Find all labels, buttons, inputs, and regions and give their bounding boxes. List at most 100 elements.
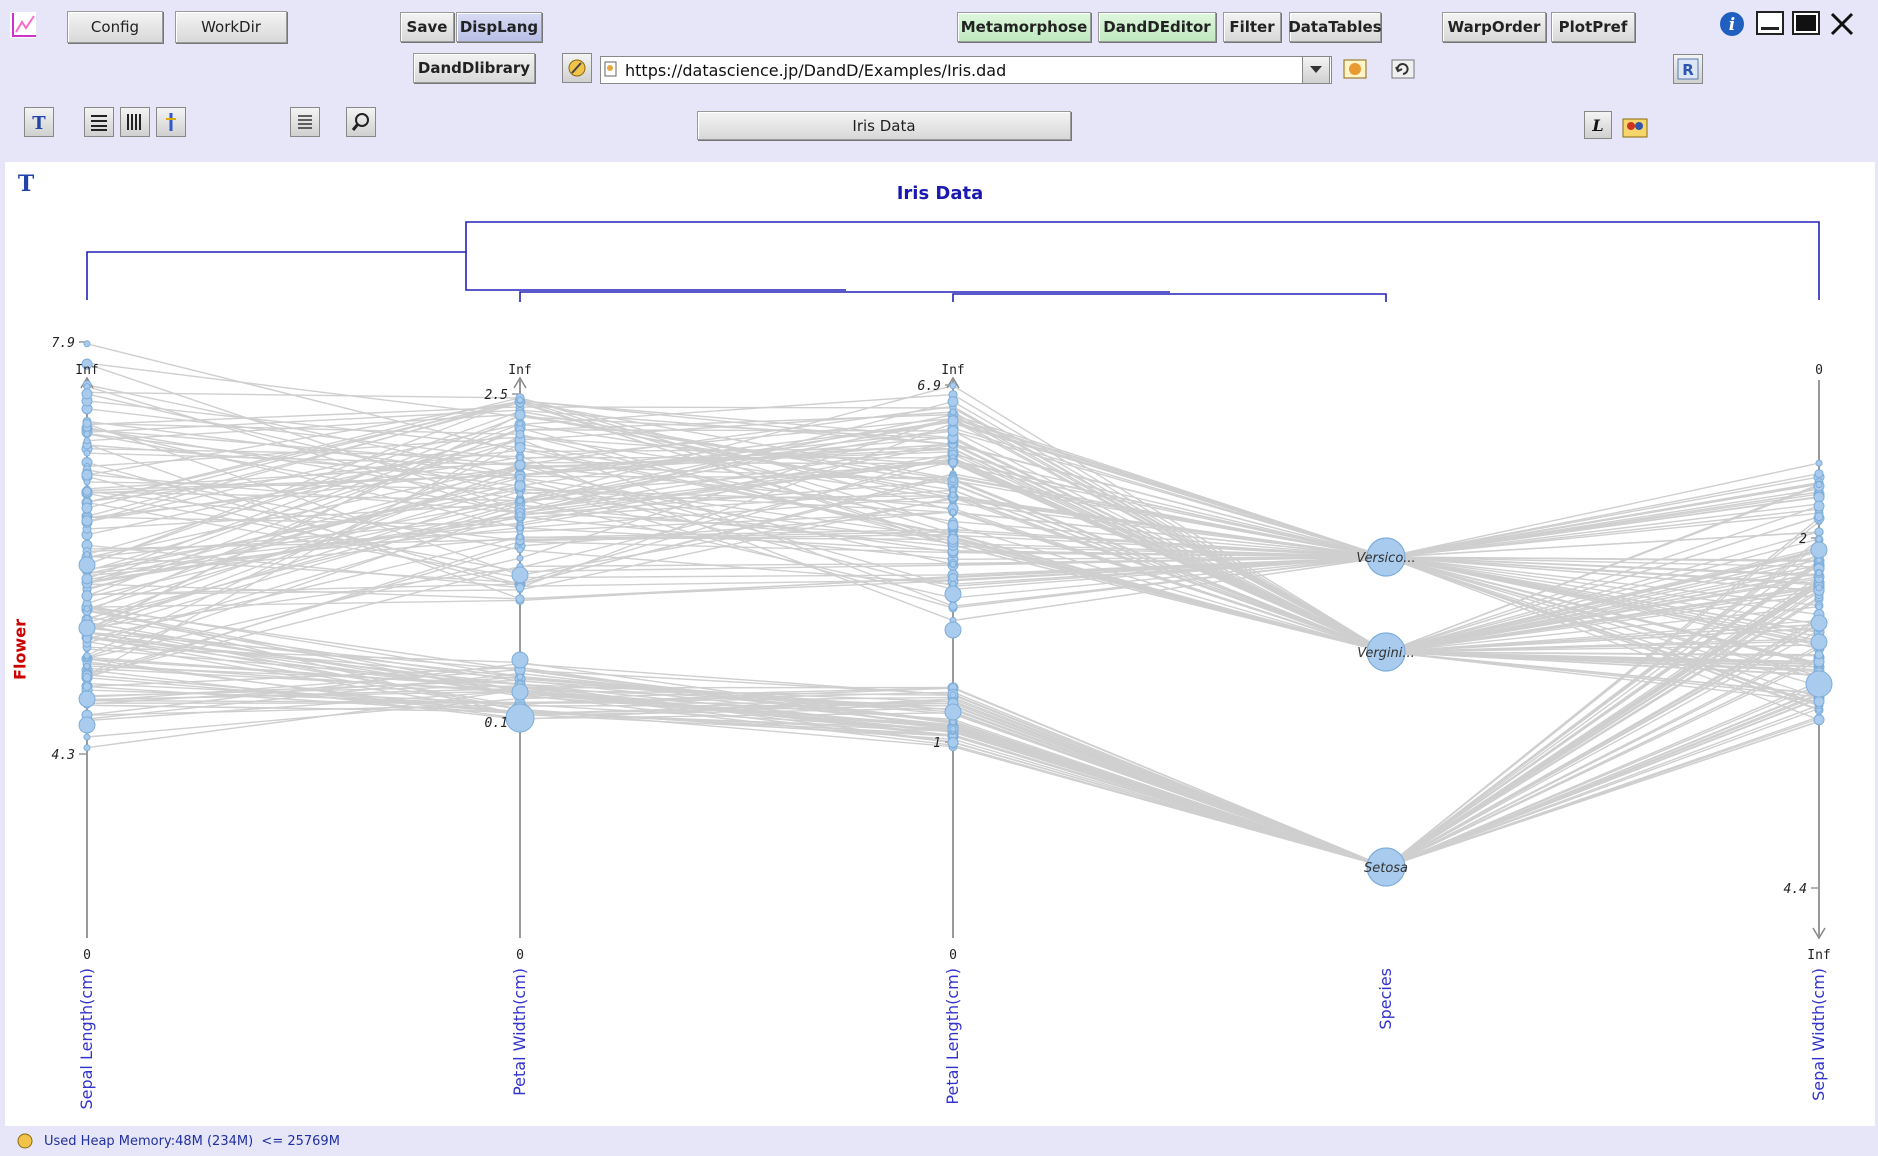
data-node[interactable]	[81, 590, 93, 602]
metamorphose-button[interactable]: Metamorphose	[957, 12, 1091, 42]
data-node[interactable]	[949, 560, 957, 568]
data-node[interactable]	[1814, 469, 1824, 479]
data-node[interactable]	[949, 508, 957, 516]
data-node[interactable]	[82, 682, 92, 692]
data-node[interactable]	[948, 601, 958, 611]
maximize-icon[interactable]	[1791, 9, 1821, 39]
data-node[interactable]	[83, 430, 91, 438]
data-node[interactable]	[83, 744, 91, 752]
data-node[interactable]	[516, 511, 524, 519]
data-node[interactable]	[81, 469, 93, 481]
axis-name-label[interactable]: Sepal Width(cm)	[1809, 968, 1828, 1101]
data-node[interactable]	[81, 515, 93, 527]
data-node[interactable]	[78, 556, 96, 574]
data-node[interactable]	[949, 725, 957, 733]
data-node[interactable]	[81, 573, 93, 585]
people-icon[interactable]	[1620, 110, 1650, 140]
search-icon[interactable]	[346, 107, 376, 137]
species-node[interactable]	[1366, 632, 1406, 672]
workdir-button[interactable]: WorkDir	[175, 11, 287, 43]
load-url-icon[interactable]	[1340, 54, 1370, 84]
url-input[interactable]	[600, 56, 1332, 84]
text-tool-icon[interactable]: T	[24, 107, 54, 137]
list-icon[interactable]	[290, 107, 320, 137]
data-node[interactable]	[515, 429, 525, 439]
data-node[interactable]	[948, 458, 958, 467]
data-node[interactable]	[947, 737, 959, 748]
data-node[interactable]	[514, 409, 526, 421]
data-node[interactable]	[83, 449, 91, 457]
data-node[interactable]	[1814, 512, 1824, 522]
data-node[interactable]	[514, 442, 526, 454]
data-node[interactable]	[944, 621, 962, 639]
data-node[interactable]	[516, 524, 524, 532]
vertical-layout-icon[interactable]	[120, 107, 150, 137]
data-node[interactable]	[516, 454, 524, 462]
data-node[interactable]	[947, 425, 959, 437]
data-node[interactable]	[83, 437, 91, 445]
data-node[interactable]	[82, 672, 92, 682]
data-node[interactable]	[78, 690, 96, 708]
danddlibrary-button[interactable]: DandDlibrary	[413, 53, 535, 83]
data-node[interactable]	[1815, 459, 1823, 467]
species-node[interactable]	[1366, 847, 1406, 887]
r-script-icon[interactable]: R	[1673, 54, 1703, 84]
close-icon[interactable]	[1827, 9, 1857, 39]
warporder-button[interactable]: WarpOrder	[1442, 12, 1546, 42]
data-title-button[interactable]: Iris Data	[697, 111, 1071, 140]
data-node[interactable]	[949, 491, 957, 499]
data-node[interactable]	[78, 619, 96, 637]
data-node[interactable]	[82, 486, 92, 496]
displang-button[interactable]: DispLang	[456, 12, 542, 42]
axis-name-label[interactable]: Species	[1376, 968, 1395, 1030]
data-node[interactable]	[516, 533, 524, 541]
data-node[interactable]	[1815, 584, 1823, 592]
data-node[interactable]	[81, 358, 93, 370]
filter-button[interactable]: Filter	[1223, 12, 1281, 42]
data-node[interactable]	[516, 497, 524, 505]
data-node[interactable]	[83, 652, 91, 659]
data-node[interactable]	[511, 683, 529, 701]
data-node[interactable]	[1810, 614, 1828, 632]
config-button[interactable]: Config	[67, 11, 163, 43]
data-node[interactable]	[1815, 481, 1823, 489]
plotpref-button[interactable]: PlotPref	[1551, 12, 1635, 42]
axis-layout-icon[interactable]	[156, 107, 186, 137]
data-node[interactable]	[1815, 603, 1823, 611]
minimize-icon[interactable]	[1755, 9, 1785, 39]
app-logo-icon[interactable]	[8, 10, 38, 40]
data-node[interactable]	[1813, 696, 1825, 707]
data-node[interactable]	[81, 388, 93, 400]
data-node[interactable]	[1813, 500, 1825, 512]
axis-name-label[interactable]: Petal Length(cm)	[943, 968, 962, 1105]
data-node[interactable]	[516, 546, 524, 554]
axis-name-label[interactable]: Petal Width(cm)	[510, 968, 529, 1096]
data-node[interactable]	[516, 490, 524, 498]
paint-brush-icon[interactable]	[562, 53, 592, 83]
data-node[interactable]	[511, 651, 529, 669]
data-node[interactable]	[516, 396, 524, 404]
data-node[interactable]	[948, 573, 958, 582]
danddeditor-button[interactable]: DandDEditor	[1098, 12, 1216, 42]
data-node[interactable]	[515, 583, 525, 593]
data-node[interactable]	[947, 533, 959, 545]
data-node[interactable]	[505, 703, 535, 733]
text-tool-icon[interactable]: T	[11, 168, 41, 198]
data-node[interactable]	[83, 340, 91, 348]
data-node[interactable]	[515, 594, 525, 604]
data-node[interactable]	[947, 519, 959, 531]
data-node[interactable]	[1815, 569, 1823, 577]
data-node[interactable]	[1814, 650, 1824, 660]
data-node[interactable]	[83, 733, 91, 741]
data-node[interactable]	[78, 716, 96, 734]
data-node[interactable]	[949, 408, 957, 416]
data-node[interactable]	[83, 662, 91, 670]
data-node[interactable]	[514, 480, 526, 492]
reload-icon[interactable]	[1388, 54, 1418, 84]
data-node[interactable]	[949, 691, 957, 699]
url-dropdown-chevron-icon[interactable]	[1302, 56, 1330, 84]
data-node[interactable]	[944, 585, 962, 603]
data-node[interactable]	[516, 554, 524, 562]
data-node[interactable]	[1805, 670, 1833, 698]
plot-canvas[interactable]: Versico... Vergini... Setosa Inf 0 7.9 4.3 Sepa…	[5, 162, 1875, 1126]
